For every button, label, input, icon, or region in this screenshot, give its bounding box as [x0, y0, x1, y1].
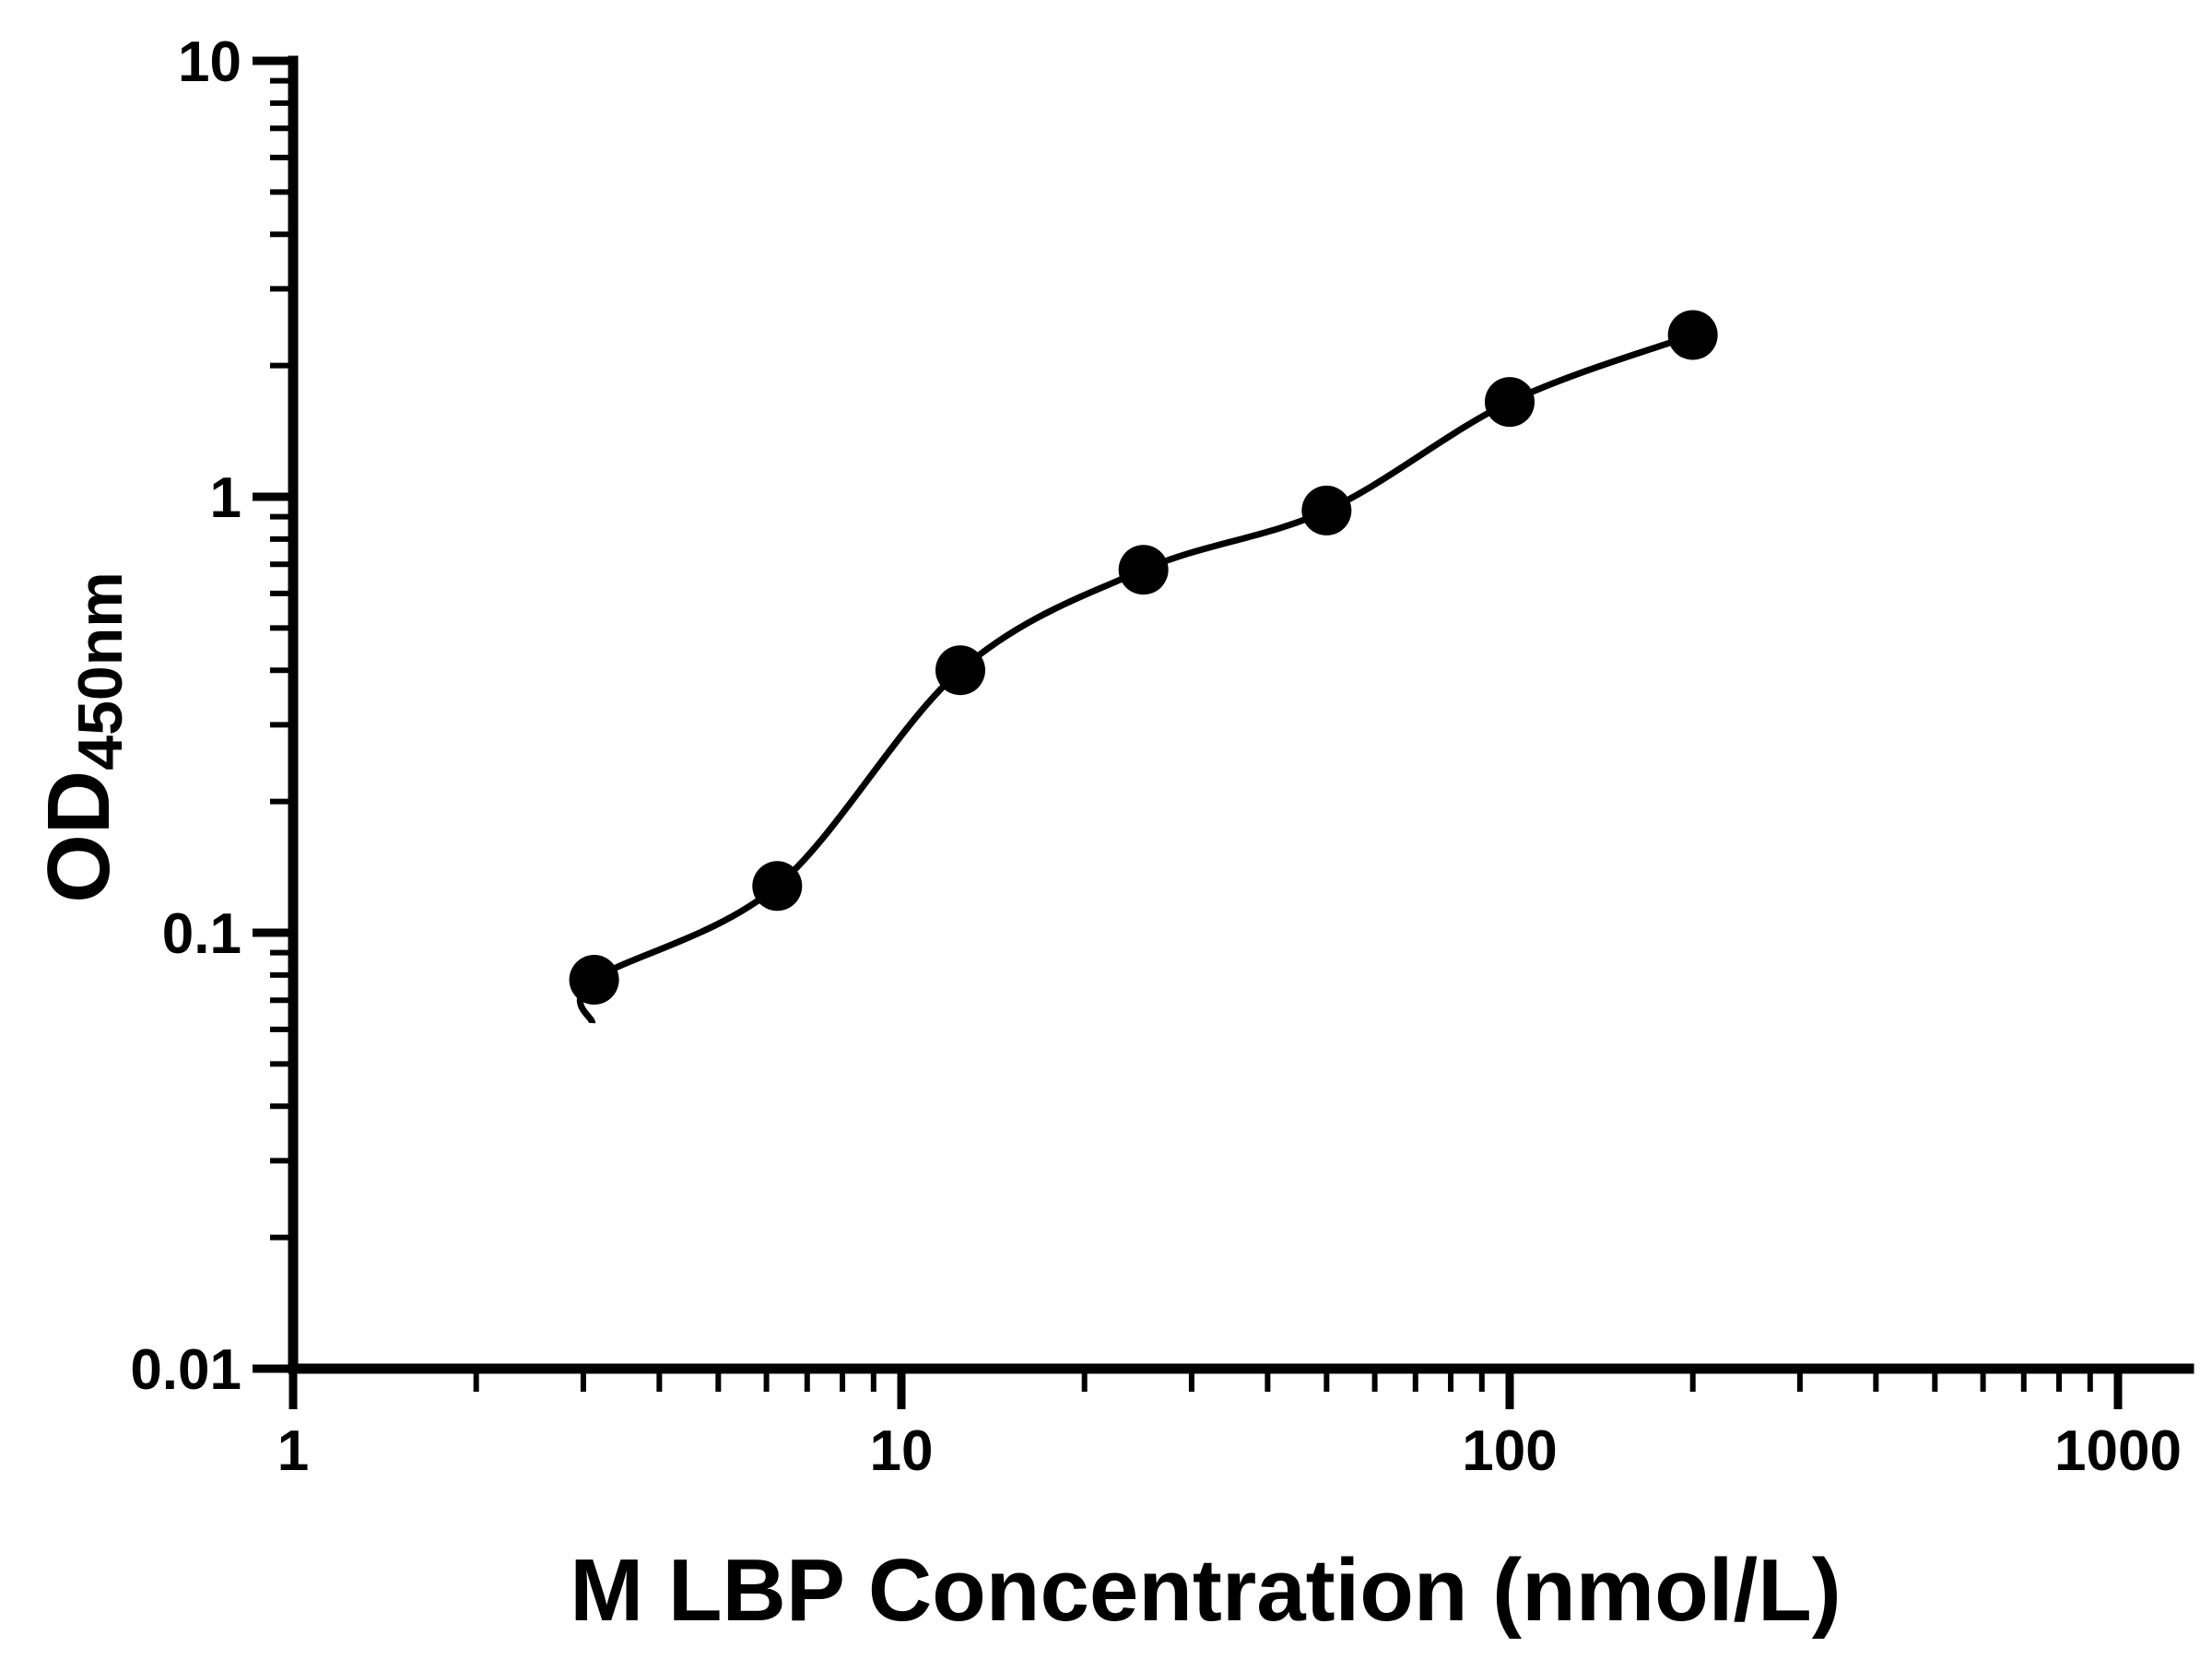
x-axis-title: M LBP Concentration (nmol/L) [570, 1541, 1841, 1640]
x-tick-label: 100 [1462, 1419, 1557, 1483]
plot-area: 1 10 100 1000 10 1 0.1 0.01 [130, 30, 2194, 1483]
data-point [935, 645, 985, 696]
x-tick-label: 1 [277, 1419, 309, 1483]
x-tick-label: 10 [870, 1419, 934, 1483]
y-tick-label: 0.1 [162, 902, 241, 966]
y-tick-label: 1 [210, 466, 241, 530]
x-tick-label: 1000 [2054, 1419, 2182, 1483]
y-axis-title: OD450nm [29, 571, 135, 902]
y-axis-title-text: OD [29, 771, 128, 903]
data-point [1485, 377, 1535, 428]
data-point [752, 861, 803, 912]
data-point [569, 955, 619, 1006]
fit-curve [576, 332, 1694, 1025]
y-tick-label: 0.01 [130, 1338, 241, 1402]
data-point [1667, 310, 1718, 360]
data-point [1118, 545, 1169, 595]
data-point [1301, 485, 1352, 535]
axis-lines [288, 55, 2194, 1374]
y-tick-label: 10 [178, 30, 241, 94]
y-axis-title-subscript: 450nm [65, 571, 135, 770]
